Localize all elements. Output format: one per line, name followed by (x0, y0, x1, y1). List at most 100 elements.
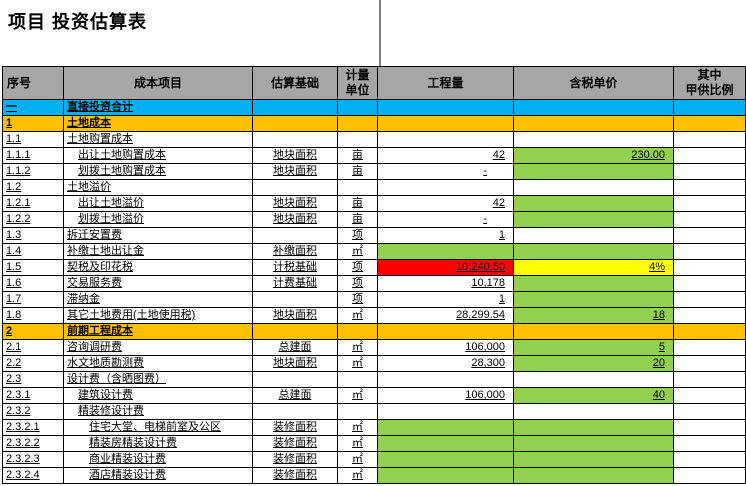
cell-sn[interactable]: 2.3.2.2 (2, 435, 64, 452)
cell-price[interactable] (513, 419, 674, 436)
cell-unit[interactable]: 项 (337, 259, 378, 276)
cell-sn[interactable]: 2.3.2.1 (2, 419, 64, 436)
cell-price[interactable] (513, 131, 674, 148)
cell-basis[interactable]: 计税基础 (252, 259, 338, 276)
cell-name[interactable]: 土地购置成本 (63, 131, 253, 148)
col-header-price[interactable]: 含税单价 (513, 66, 674, 100)
cell-basis[interactable]: 地块面积 (252, 355, 338, 372)
cell-price[interactable]: 18 (513, 307, 674, 324)
cell-price[interactable] (513, 115, 674, 132)
cell-price[interactable] (513, 435, 674, 452)
cell-name[interactable]: 交易服务费 (63, 275, 253, 292)
cell-sn[interactable]: 1.8 (2, 307, 64, 324)
cell-price[interactable] (513, 403, 674, 420)
cell-qty[interactable]: 28,299.54 (377, 307, 514, 324)
cell-name[interactable]: 划拨土地购置成本 (63, 163, 253, 180)
cell-ratio[interactable] (673, 131, 746, 148)
cell-qty[interactable] (377, 179, 514, 196)
cell-ratio[interactable] (673, 99, 746, 116)
cell-ratio[interactable] (673, 163, 746, 180)
cell-qty[interactable]: 10,240.50 (377, 259, 514, 276)
cell-name[interactable]: 设计费（含晒图费） (63, 371, 253, 388)
cell-ratio[interactable] (673, 115, 746, 132)
cell-qty[interactable]: - (377, 211, 514, 228)
cell-unit[interactable]: 项 (337, 291, 378, 308)
cell-basis[interactable]: 装修面积 (252, 467, 338, 484)
cell-name[interactable]: 契税及印花税 (63, 259, 253, 276)
cell-name[interactable]: 住宅大堂、电梯前室及公区 (63, 419, 253, 436)
cell-price[interactable] (513, 371, 674, 388)
cell-price[interactable] (513, 243, 674, 260)
cell-ratio[interactable] (673, 147, 746, 164)
cell-price[interactable] (513, 323, 674, 340)
cell-price[interactable]: 4% (513, 259, 674, 276)
cell-unit[interactable]: 亩 (337, 211, 378, 228)
cell-basis[interactable]: 装修面积 (252, 451, 338, 468)
cell-ratio[interactable] (673, 339, 746, 356)
cell-sn[interactable]: 1.7 (2, 291, 64, 308)
cell-ratio[interactable] (673, 227, 746, 244)
cell-name[interactable]: 土地成本 (63, 115, 253, 132)
cell-sn[interactable]: 1.2.1 (2, 195, 64, 212)
cell-basis[interactable] (252, 323, 338, 340)
cell-sn[interactable]: 1.2.2 (2, 211, 64, 228)
cell-basis[interactable]: 计费基础 (252, 275, 338, 292)
col-header-ratio[interactable]: 其中 甲供比例 (673, 66, 746, 100)
cell-ratio[interactable] (673, 387, 746, 404)
cell-unit[interactable]: ㎡ (337, 451, 378, 468)
cell-name[interactable]: 拆迁安置费 (63, 227, 253, 244)
cell-basis[interactable]: 地块面积 (252, 147, 338, 164)
cell-name[interactable]: 直接投资合计 (63, 99, 253, 116)
cell-price[interactable] (513, 467, 674, 484)
cell-sn[interactable]: 1.6 (2, 275, 64, 292)
cell-ratio[interactable] (673, 291, 746, 308)
col-header-sn[interactable]: 序号 (2, 66, 64, 100)
cell-unit[interactable]: ㎡ (337, 339, 378, 356)
cell-sn[interactable]: 2.3.2.3 (2, 451, 64, 468)
cell-basis[interactable]: 补缴面积 (252, 243, 338, 260)
cell-basis[interactable] (252, 227, 338, 244)
cell-ratio[interactable] (673, 195, 746, 212)
cell-basis[interactable] (252, 99, 338, 116)
cell-price[interactable] (513, 211, 674, 228)
cell-price[interactable] (513, 275, 674, 292)
cell-unit[interactable]: ㎡ (337, 467, 378, 484)
cell-unit[interactable]: 亩 (337, 195, 378, 212)
cell-price[interactable] (513, 179, 674, 196)
cell-qty[interactable] (377, 131, 514, 148)
cell-basis[interactable]: 总建面 (252, 339, 338, 356)
cell-sn[interactable]: 1.3 (2, 227, 64, 244)
cell-sn[interactable]: 2.3.2 (2, 403, 64, 420)
cell-name[interactable]: 其它土地费用(土地使用税) (63, 307, 253, 324)
cell-name[interactable]: 精装房精装设计费 (63, 435, 253, 452)
cell-price[interactable] (513, 99, 674, 116)
cell-price[interactable] (513, 163, 674, 180)
cell-name[interactable]: 土地溢价 (63, 179, 253, 196)
cell-name[interactable]: 水文地质勘测费 (63, 355, 253, 372)
cell-name[interactable]: 补缴土地出让金 (63, 243, 253, 260)
cell-ratio[interactable] (673, 467, 746, 484)
cell-sn[interactable]: 1.1.2 (2, 163, 64, 180)
cell-unit[interactable]: 项 (337, 227, 378, 244)
cell-qty[interactable] (377, 243, 514, 260)
cell-unit[interactable]: ㎡ (337, 355, 378, 372)
cell-qty[interactable]: 1 (377, 291, 514, 308)
cell-price[interactable] (513, 227, 674, 244)
cell-basis[interactable] (252, 179, 338, 196)
cell-unit[interactable]: ㎡ (337, 419, 378, 436)
cell-price[interactable]: 40 (513, 387, 674, 404)
cell-qty[interactable] (377, 99, 514, 116)
cell-sn[interactable]: 1 (2, 115, 64, 132)
cell-qty[interactable]: 28,300 (377, 355, 514, 372)
cell-unit[interactable]: 项 (337, 275, 378, 292)
cell-qty[interactable] (377, 115, 514, 132)
cell-unit[interactable] (337, 99, 378, 116)
cell-price[interactable] (513, 451, 674, 468)
cell-price[interactable]: 5 (513, 339, 674, 356)
cell-price[interactable]: 230.00 (513, 147, 674, 164)
cell-qty[interactable]: 42 (377, 147, 514, 164)
cell-sn[interactable]: 1.2 (2, 179, 64, 196)
cell-basis[interactable] (252, 403, 338, 420)
col-header-name[interactable]: 成本项目 (63, 66, 253, 100)
cell-ratio[interactable] (673, 307, 746, 324)
